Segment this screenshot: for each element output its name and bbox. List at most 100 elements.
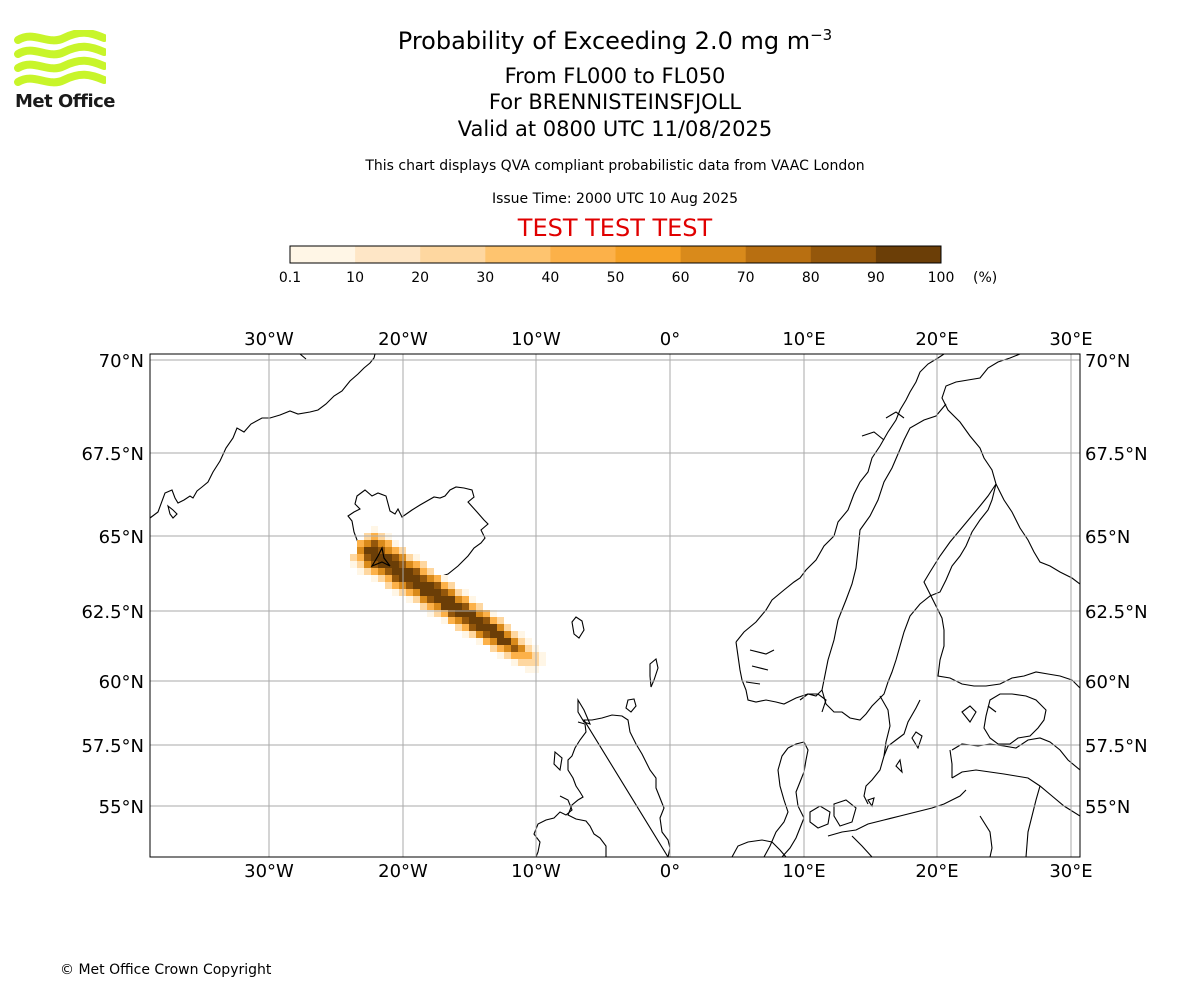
map-frame: [149, 353, 1081, 858]
plume-cell: [392, 575, 399, 582]
plume-cell: [511, 638, 518, 645]
lon-labels-bottom: 30°W 20°W 10°W 0° 10°E 20°E 30°E: [244, 861, 1092, 882]
lat-label: 60°N: [99, 672, 144, 693]
plume-cell: [476, 617, 483, 624]
graticule: [150, 354, 1080, 857]
plume-cell: [483, 624, 490, 631]
plume-cell: [469, 603, 476, 610]
lat-label: 55°N: [99, 797, 144, 818]
plume-cell: [476, 603, 483, 610]
copyright-notice: © Met Office Crown Copyright: [60, 962, 272, 978]
plume-cell: [406, 554, 413, 561]
colorbar-tick-label: 50: [606, 270, 625, 286]
plume-cell: [539, 652, 546, 659]
plume-cell: [427, 596, 434, 603]
plume-cell: [357, 554, 364, 561]
flight-level-range: From FL000 to FL050: [504, 64, 726, 88]
plume-cell: [441, 610, 448, 617]
plume-cell: [427, 603, 434, 610]
plume-cell: [476, 624, 483, 631]
plume-cell: [448, 589, 455, 596]
colorbar-tick-label: 10: [346, 270, 365, 286]
plume-cell: [448, 603, 455, 610]
colorbar-unit: (%): [973, 270, 998, 286]
lat-label: 67.5°N: [1085, 444, 1148, 465]
plume-cell: [378, 554, 385, 561]
plume-cell: [518, 631, 525, 638]
lat-labels-right: 70°N 67.5°N 65°N 62.5°N 60°N 57.5°N 55°N: [1085, 351, 1148, 818]
plume-cell: [434, 575, 441, 582]
plume-cell: [385, 547, 392, 554]
plume-cell: [413, 575, 420, 582]
plume-cell: [364, 547, 371, 554]
met-office-logo-icon: [14, 30, 106, 87]
plume-cell: [357, 561, 364, 568]
plume-cell: [420, 582, 427, 589]
chart-description: This chart displays QVA compliant probab…: [365, 158, 865, 174]
plume-cell: [483, 610, 490, 617]
plume-cell: [455, 610, 462, 617]
lon-label: 10°E: [782, 329, 825, 350]
plume-cell: [462, 624, 469, 631]
plume-cell: [497, 652, 504, 659]
logo-wave: [14, 56, 106, 73]
plume-cell: [483, 638, 490, 645]
plume-cell: [525, 666, 532, 673]
plume-cell: [504, 645, 511, 652]
met-office-logo-text: Met Office: [15, 91, 116, 112]
plume-cell: [434, 596, 441, 603]
sweden-norway-border: [823, 403, 947, 681]
lat-label: 62.5°N: [1085, 602, 1148, 623]
lon-label: 30°E: [1049, 861, 1092, 882]
plume-cell: [364, 568, 371, 575]
plume-cell: [413, 582, 420, 589]
plume-cell: [392, 554, 399, 561]
plume-cell: [378, 540, 385, 547]
plume-cell: [455, 589, 462, 596]
plume-cell: [357, 568, 364, 575]
plume-cell: [462, 617, 469, 624]
lat-label: 65°N: [1085, 527, 1130, 548]
plume-cell: [490, 624, 497, 631]
plume-cell: [413, 561, 420, 568]
lon-labels-top: 30°W 20°W 10°W 0° 10°E 20°E 30°E: [244, 329, 1092, 350]
logo-wave: [14, 42, 106, 59]
plume-cell: [525, 645, 532, 652]
plume-cell: [392, 582, 399, 589]
plume-cell: [434, 603, 441, 610]
plume-cell: [441, 617, 448, 624]
denmark-coast: [781, 741, 809, 857]
plume-cell: [490, 610, 497, 617]
norway-coast: [735, 354, 945, 643]
plume-cell: [357, 547, 364, 554]
plume-cell: [469, 617, 476, 624]
plume-cell: [385, 582, 392, 589]
lon-label: 10°E: [782, 861, 825, 882]
plume-cell: [518, 659, 525, 666]
plume-cell: [392, 589, 399, 596]
plume-cell: [413, 568, 420, 575]
plume-cell: [469, 596, 476, 603]
plume-cell: [378, 575, 385, 582]
colorbar-tick-label: 100: [927, 270, 955, 286]
plume-cell: [490, 617, 497, 624]
plume-cell: [378, 547, 385, 554]
colorbar-tick-label: 20: [411, 270, 430, 286]
ash-probability-plume: [350, 526, 546, 673]
lat-label: 57.5°N: [1085, 736, 1148, 757]
plume-cell: [455, 596, 462, 603]
plume-cell: [364, 540, 371, 547]
logo-wave: [14, 30, 106, 45]
lon-label: 20°E: [915, 329, 958, 350]
colorbar-tick-label: 60: [671, 270, 690, 286]
colorbar-tick-label: 70: [736, 270, 755, 286]
plume-cell: [497, 645, 504, 652]
plume-cell: [420, 603, 427, 610]
lon-label: 10°W: [511, 329, 561, 350]
plume-cell: [455, 617, 462, 624]
plume-cell: [525, 638, 532, 645]
plume-cell: [392, 540, 399, 547]
colorbar-tick-label: 80: [801, 270, 820, 286]
plume-cell: [427, 568, 434, 575]
plume-cell: [455, 603, 462, 610]
